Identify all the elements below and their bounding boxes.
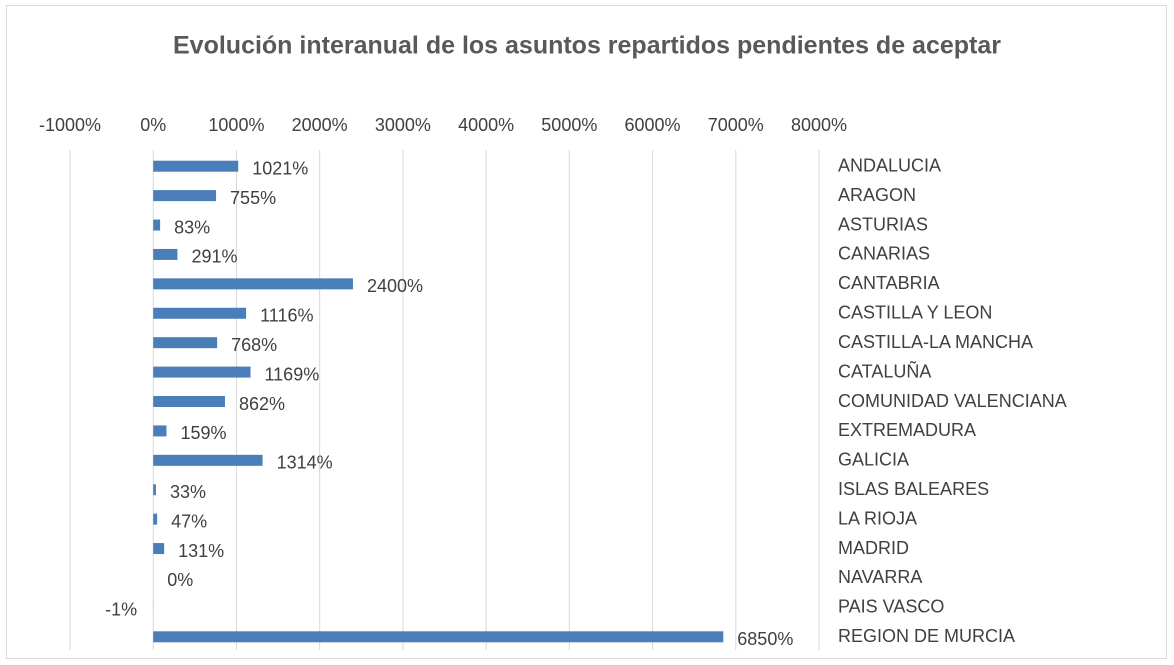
data-label: 83%	[174, 217, 210, 237]
bar	[153, 454, 263, 466]
data-label: -1%	[105, 600, 137, 620]
bar	[153, 396, 225, 407]
bar	[153, 513, 158, 525]
x-tick-label: 5000%	[541, 115, 597, 135]
data-label: 291%	[191, 247, 237, 267]
category-label: LA RIOJA	[838, 508, 917, 528]
category-label: GALICIA	[838, 450, 909, 470]
category-label: CATALUÑA	[838, 360, 931, 381]
category-label: ISLAS BALEARES	[838, 479, 989, 499]
bar	[153, 366, 251, 378]
category-label: CASTILLA Y LEON	[838, 303, 992, 323]
category-label: ASTURIAS	[838, 214, 928, 234]
bar	[153, 219, 161, 231]
x-tick-label: 3000%	[375, 115, 431, 135]
x-tick-label: 2000%	[292, 115, 348, 135]
data-label: 0%	[167, 570, 193, 590]
x-tick-label: 7000%	[708, 115, 764, 135]
category-label: ANDALUCIA	[838, 155, 941, 175]
bar	[153, 484, 156, 496]
bar	[153, 248, 178, 260]
category-label: ARAGON	[838, 185, 916, 205]
chart-border	[6, 5, 1167, 659]
data-label: 6850%	[737, 629, 793, 649]
bar	[153, 160, 239, 172]
bar	[153, 425, 167, 437]
bar	[153, 278, 353, 290]
chart-title: Evolución interanual de los asuntos repa…	[173, 32, 1001, 60]
category-label: PAIS VASCO	[838, 597, 944, 617]
data-label: 33%	[170, 482, 206, 502]
x-tick-label: 6000%	[625, 115, 681, 135]
category-label: CANARIAS	[838, 244, 930, 264]
data-label: 862%	[239, 394, 285, 414]
category-label: EXTREMADURA	[838, 420, 976, 440]
bar	[153, 631, 724, 643]
bar	[153, 190, 217, 202]
x-tick-label: 4000%	[458, 115, 514, 135]
data-label: 1021%	[252, 158, 308, 178]
data-label: 2400%	[367, 276, 423, 296]
x-tick-label: 1000%	[208, 115, 264, 135]
bar	[153, 543, 165, 555]
data-label: 131%	[178, 541, 224, 561]
x-tick-label: -1000%	[39, 115, 101, 135]
data-label: 1169%	[265, 364, 320, 384]
category-label: MADRID	[838, 538, 909, 558]
data-label: 755%	[230, 188, 276, 208]
bar	[153, 337, 218, 349]
x-tick-label: 0%	[140, 115, 166, 135]
category-label: CANTABRIA	[838, 273, 940, 293]
data-label: 159%	[180, 423, 226, 443]
category-label: COMUNIDAD VALENCIANA	[838, 391, 1067, 411]
category-label: CASTILLA-LA MANCHA	[838, 332, 1033, 352]
bar	[153, 307, 247, 319]
data-label: 1314%	[277, 453, 333, 473]
category-label: NAVARRA	[838, 567, 922, 587]
data-label: 1116%	[260, 306, 313, 326]
x-tick-label: 8000%	[791, 115, 847, 135]
category-label: REGION DE MURCIA	[838, 626, 1015, 646]
data-label: 47%	[171, 511, 207, 531]
data-label: 768%	[231, 335, 277, 355]
